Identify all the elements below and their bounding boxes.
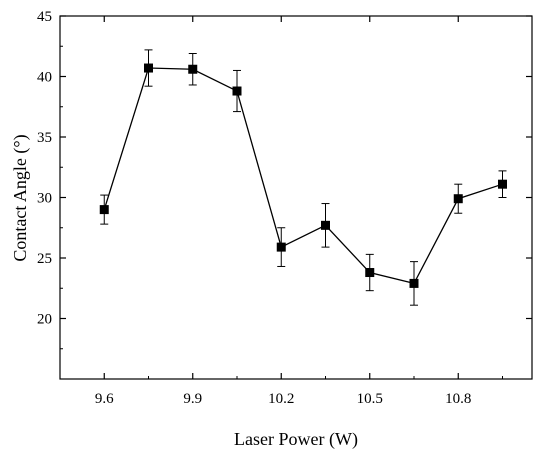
y-tick-label: 25 bbox=[37, 251, 52, 267]
data-point bbox=[365, 268, 375, 278]
data-point bbox=[99, 205, 109, 215]
data-point bbox=[409, 278, 419, 288]
x-tick-label: 10.8 bbox=[445, 391, 471, 407]
data-point bbox=[232, 86, 242, 96]
data-point bbox=[321, 220, 330, 230]
series-layer bbox=[99, 49, 507, 306]
y-tick-label: 40 bbox=[37, 70, 52, 86]
x-tick-label: 10.5 bbox=[357, 391, 383, 407]
y-axis-title: Contact Angle (°) bbox=[10, 134, 31, 261]
y-axis: 20 25 30 35 40 45 bbox=[37, 9, 532, 350]
data-point bbox=[144, 63, 153, 73]
y-tick-label: 35 bbox=[37, 130, 52, 146]
y-tick-label: 45 bbox=[37, 9, 52, 25]
data-point bbox=[276, 242, 286, 252]
data-point bbox=[188, 64, 198, 74]
y-tick-label: 20 bbox=[37, 312, 52, 328]
x-tick-label: 9.6 bbox=[95, 391, 114, 407]
data-point bbox=[453, 194, 463, 204]
x-axis-title: Laser Power (W) bbox=[234, 429, 358, 450]
x-tick-label: 9.9 bbox=[183, 391, 202, 407]
x-tick-label: 10.2 bbox=[268, 391, 294, 407]
y-tick-label: 30 bbox=[37, 191, 52, 207]
x-axis: 9.6 9.9 10.2 10.5 10.8 bbox=[95, 16, 503, 407]
data-point bbox=[498, 179, 507, 189]
series-line bbox=[103, 67, 503, 285]
